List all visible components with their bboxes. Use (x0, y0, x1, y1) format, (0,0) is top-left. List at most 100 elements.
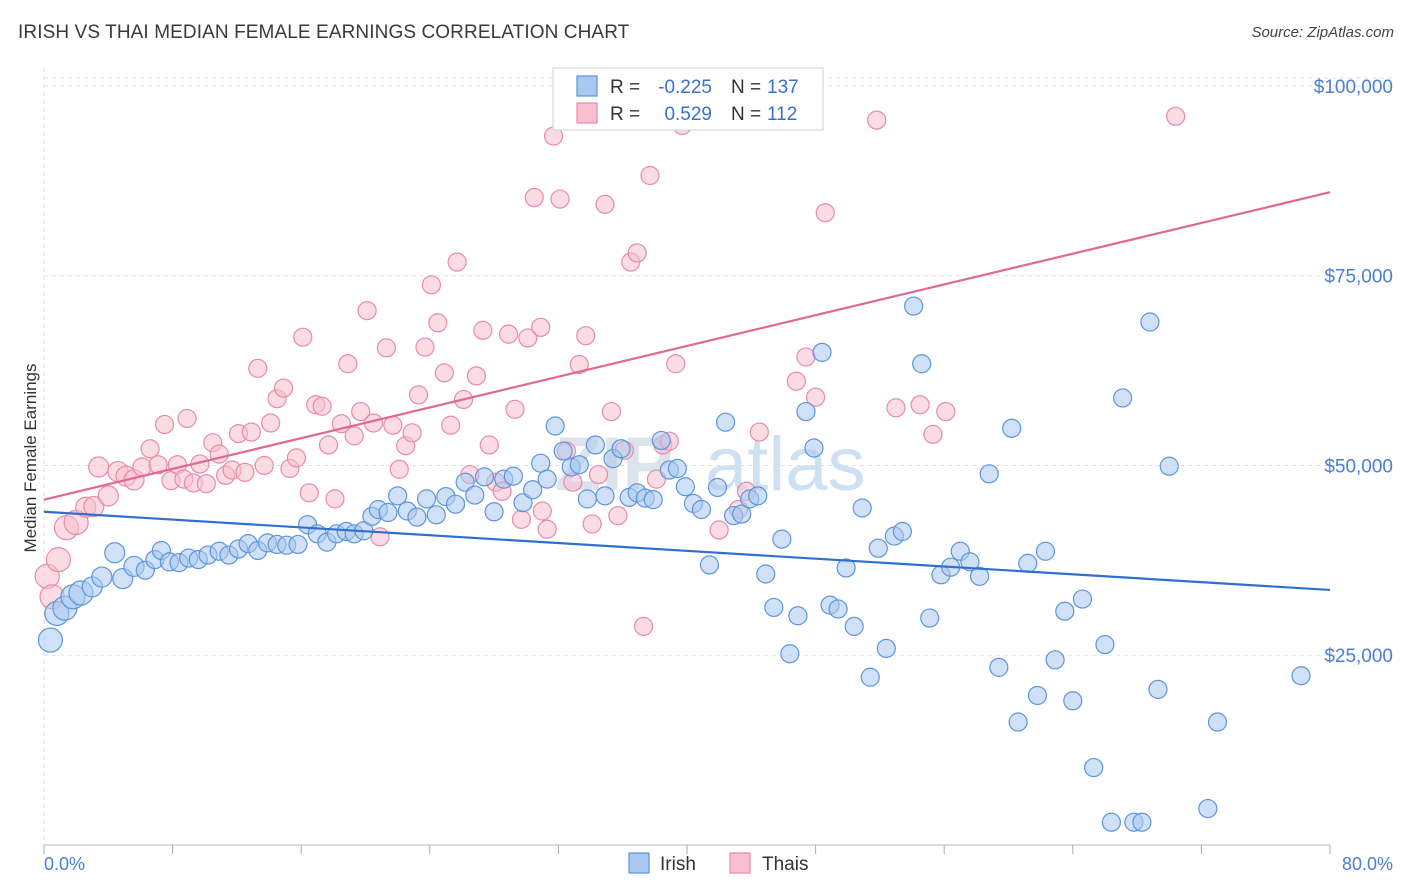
thais-point (344, 426, 364, 446)
thais-point (286, 448, 306, 468)
irish-point (523, 480, 543, 500)
irish-point (595, 486, 615, 506)
irish-point (288, 534, 308, 555)
irish-point (989, 657, 1009, 677)
thais-point (408, 385, 429, 405)
thais-point (338, 354, 358, 374)
chart-title: IRISH VS THAI MEDIAN FEMALE EARNINGS COR… (18, 22, 630, 43)
irish-point (804, 438, 824, 458)
thais-point (241, 422, 261, 442)
thais-point (83, 495, 105, 518)
irish-point (1072, 589, 1093, 609)
irish-point (426, 505, 446, 525)
watermark-atlas: atlas (705, 422, 866, 507)
irish-point (1063, 691, 1083, 711)
irish-point (707, 477, 728, 498)
thais-point (154, 414, 175, 435)
irish-point (378, 502, 398, 523)
thais-point (479, 435, 499, 455)
thais-point (923, 424, 943, 444)
y-tick-label: $50,000 (1324, 456, 1393, 477)
irish-point (1027, 685, 1048, 706)
thais-point (45, 546, 72, 573)
thais-point (196, 474, 216, 494)
irish-point (788, 606, 808, 626)
thais-point (601, 401, 622, 422)
irish-points (37, 296, 1311, 832)
thais-point (627, 243, 647, 263)
thais-point (415, 337, 435, 357)
irish-point (569, 455, 589, 475)
thais-point (132, 457, 152, 477)
irish-point (844, 616, 864, 636)
irish-point (796, 401, 816, 422)
irish-point (1198, 798, 1218, 819)
legend-swatch-thais (576, 102, 598, 124)
thais-point (312, 396, 332, 416)
irish-point (416, 489, 437, 509)
thais-point (389, 459, 409, 479)
thais-point (97, 485, 119, 507)
irish-point (388, 486, 408, 506)
irish-point (37, 627, 64, 653)
irish-point (1132, 812, 1152, 832)
thais-point (261, 413, 281, 433)
thais-point (749, 422, 769, 442)
irish-point (1008, 712, 1028, 732)
thais-point (325, 489, 345, 509)
thais-point (351, 401, 371, 422)
y-tick-label: $100,000 (1314, 77, 1393, 98)
thais-point (588, 464, 609, 485)
legend-r-label-thais: R = (610, 104, 640, 125)
irish-point (553, 441, 573, 461)
irish-point (904, 296, 924, 316)
irish-point (836, 558, 856, 578)
irish-trend-line (43, 510, 1331, 592)
legend-r-value-irish: -0.225 (658, 77, 712, 98)
irish-point (1148, 679, 1168, 699)
thais-point (293, 327, 313, 347)
irish-point (969, 566, 990, 586)
irish-point (892, 521, 913, 542)
thais-point (402, 423, 422, 443)
irish-point (715, 412, 736, 432)
irish-point (732, 504, 752, 524)
legend-n-value-thais: 112 (767, 104, 797, 125)
irish-point (920, 608, 940, 628)
thais-point (273, 378, 294, 398)
irish-point (812, 342, 832, 362)
irish-point (667, 458, 687, 479)
thais-point (441, 415, 461, 435)
y-tick-label: $75,000 (1324, 267, 1393, 288)
legend-swatch-irish (576, 75, 598, 97)
thais-point (786, 371, 806, 391)
irish-point (545, 416, 565, 436)
irish-point (1207, 712, 1228, 732)
bottom-legend-irish: Irish (660, 854, 696, 875)
thais-point (473, 320, 493, 340)
thais-point (608, 505, 628, 526)
legend-r-label-irish: R = (610, 77, 640, 98)
irish-point (1045, 650, 1065, 670)
thais-point (595, 194, 615, 214)
thais-point (550, 189, 570, 209)
thais-point (633, 616, 654, 636)
irish-point (1101, 812, 1121, 832)
irish-point (868, 538, 888, 558)
thais-point (532, 501, 552, 521)
irish-point (1002, 418, 1022, 438)
irish-point (699, 555, 720, 575)
thais-point (524, 187, 544, 208)
irish-point (1291, 666, 1311, 686)
irish-point (1055, 601, 1075, 621)
thais-point (537, 519, 557, 539)
irish-point (455, 472, 475, 492)
thais-point (886, 398, 906, 418)
irish-point (691, 499, 712, 520)
irish-point (876, 638, 896, 659)
bottom-legend-swatch-thais (729, 852, 751, 874)
thais-point (640, 165, 660, 186)
thais-point (248, 358, 268, 378)
thais-point (466, 366, 487, 386)
